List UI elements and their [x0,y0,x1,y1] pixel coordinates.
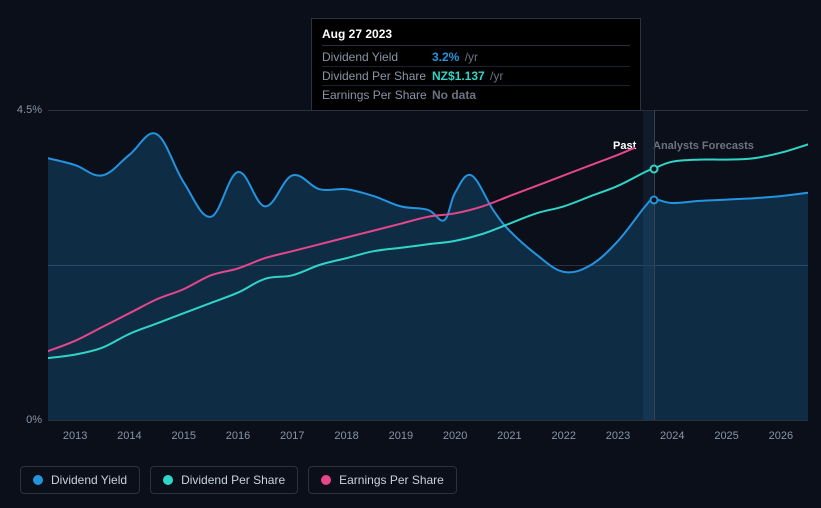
tooltip-row: Dividend Yield3.2% /yr [322,48,630,67]
cursor-marker-dividend_per_share [649,164,658,173]
x-tick-label: 2021 [497,430,521,442]
tooltip-row-label: Dividend Per Share [322,69,432,83]
dividend-chart[interactable]: 4.5%0% Past Analysts Forecasts 201320142… [0,100,821,460]
y-axis: 4.5% 0% [0,100,48,460]
x-tick-label: 2026 [769,430,793,442]
chart-legend: Dividend Yield Dividend Per Share Earnings… [20,466,457,494]
x-tick-label: 2023 [606,430,630,442]
tooltip-row-value: NZ$1.137 /yr [432,69,503,83]
x-tick-label: 2024 [660,430,684,442]
tooltip-row-value: 3.2% /yr [432,50,478,64]
x-tick-label: 2019 [389,430,413,442]
series-area-dividend_yield [48,133,808,420]
cursor-line [654,110,655,420]
legend-item-label: Dividend Per Share [181,473,285,487]
x-tick-label: 2025 [714,430,738,442]
tooltip-row-label: Earnings Per Share [322,88,432,102]
x-tick-label: 2016 [226,430,250,442]
gridline [48,420,808,421]
y-tick-label: 0% [26,414,42,426]
tooltip-date: Aug 27 2023 [322,25,630,46]
y-tick-label: 4.5% [17,104,42,116]
x-tick-label: 2013 [63,430,87,442]
x-tick-label: 2022 [551,430,575,442]
x-tick-label: 2020 [443,430,467,442]
legend-item-earnings_per_share[interactable]: Earnings Per Share [308,466,457,494]
legend-item-dividend_per_share[interactable]: Dividend Per Share [150,466,298,494]
chart-svg [48,110,808,420]
x-tick-label: 2018 [334,430,358,442]
x-tick-label: 2014 [117,430,141,442]
tooltip-row-label: Dividend Yield [322,50,432,64]
legend-dot-icon [33,475,43,485]
x-axis: 2013 2014 2015 2016 2017 2018 2019 2020 2021 2022… [48,426,808,456]
x-tick-label: 2015 [171,430,195,442]
legend-item-label: Earnings Per Share [339,473,444,487]
legend-dot-icon [321,475,331,485]
tooltip-row-value: No data [432,88,476,102]
tooltip-row: Dividend Per ShareNZ$1.137 /yr [322,67,630,86]
legend-dot-icon [163,475,173,485]
legend-item-dividend_yield[interactable]: Dividend Yield [20,466,140,494]
plot-area[interactable]: Past Analysts Forecasts [48,110,808,420]
tooltip-row: Earnings Per ShareNo data [322,86,630,104]
legend-item-label: Dividend Yield [51,473,127,487]
x-tick-label: 2017 [280,430,304,442]
cursor-marker-dividend_yield [649,195,658,204]
chart-tooltip: Aug 27 2023 Dividend Yield3.2% /yrDivide… [311,18,641,111]
